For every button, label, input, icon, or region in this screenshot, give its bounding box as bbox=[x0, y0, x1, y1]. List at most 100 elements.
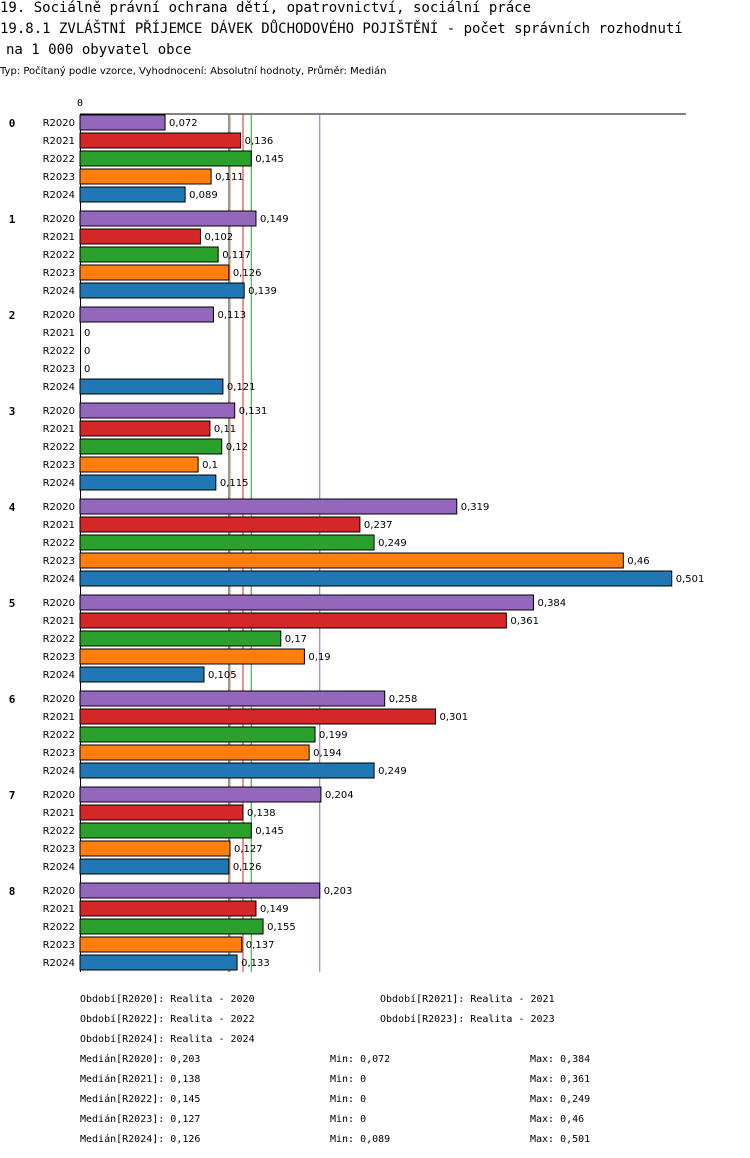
legend-max-r2020: Max: 0,384 bbox=[530, 1054, 591, 1065]
bar-value-label: 0,361 bbox=[510, 616, 539, 627]
series-row-label: R2023 bbox=[43, 364, 75, 375]
legend-period-r2022: Období[R2022]: Realita - 2022 bbox=[80, 1014, 255, 1025]
bar-r2021 bbox=[79, 612, 507, 629]
bar-r2024 bbox=[79, 186, 186, 203]
series-row-label: R2022 bbox=[43, 634, 75, 645]
series-row-label: R2024 bbox=[43, 766, 75, 777]
bar-r2022 bbox=[79, 726, 316, 743]
series-row-label: R2024 bbox=[43, 574, 75, 585]
category-label: 8 bbox=[9, 885, 16, 898]
bar-r2022 bbox=[79, 438, 223, 455]
bar-r2022 bbox=[79, 246, 219, 263]
bar-value-label: 0,126 bbox=[233, 268, 262, 279]
legend-min-r2021: Min: 0 bbox=[330, 1074, 367, 1085]
category-label: 0 bbox=[9, 117, 16, 130]
series-row-label: R2023 bbox=[43, 172, 75, 183]
bar-r2022 bbox=[79, 534, 375, 551]
series-row-label: R2023 bbox=[43, 748, 75, 759]
bar-r2023 bbox=[79, 552, 624, 569]
bar-r2024 bbox=[79, 954, 238, 971]
category-label: 2 bbox=[9, 309, 16, 322]
bar-value-label: 0,155 bbox=[267, 922, 296, 933]
series-row-label: R2020 bbox=[43, 694, 75, 705]
bar-r2024 bbox=[79, 858, 230, 875]
bar-value-label: 0,237 bbox=[364, 520, 393, 531]
bar-value-label: 0,17 bbox=[285, 634, 307, 645]
chart-title-line1: 19. Sociálně právní ochrana dětí, opatro… bbox=[0, 0, 532, 16]
bar-value-label: 0,117 bbox=[222, 250, 251, 261]
series-row-label: R2021 bbox=[43, 424, 75, 435]
bar-value-label: 0 bbox=[84, 328, 90, 339]
series-row-label: R2024 bbox=[43, 670, 75, 681]
bar-r2020 bbox=[79, 594, 535, 611]
bar-r2020 bbox=[79, 402, 236, 419]
bar-value-label: 0,149 bbox=[260, 904, 289, 915]
bar-r2022 bbox=[79, 918, 264, 935]
legend-min-r2024: Min: 0,089 bbox=[330, 1134, 391, 1145]
bar-value-label: 0,126 bbox=[233, 862, 262, 873]
bar-value-label: 0,19 bbox=[308, 652, 330, 663]
bar-value-label: 0,127 bbox=[234, 844, 263, 855]
legend-median-r2021: Medián[R2021]: 0,138 bbox=[80, 1074, 201, 1085]
bar-value-label: 0,138 bbox=[247, 808, 276, 819]
category-label: 5 bbox=[9, 597, 16, 610]
chart-title-line3: na 1 000 obyvatel obce bbox=[6, 42, 192, 58]
category-label: 1 bbox=[9, 213, 16, 226]
bar-r2020 bbox=[79, 306, 214, 323]
legend-period-r2021: Období[R2021]: Realita - 2021 bbox=[380, 994, 555, 1005]
series-row-label: R2021 bbox=[43, 808, 75, 819]
bar-r2020 bbox=[79, 114, 166, 131]
legend-max-r2021: Max: 0,361 bbox=[530, 1074, 591, 1085]
series-row-label: R2021 bbox=[43, 520, 75, 531]
series-row-label: R2024 bbox=[43, 190, 75, 201]
bar-r2022 bbox=[79, 150, 252, 167]
series-row-label: R2024 bbox=[43, 478, 75, 489]
legend-period-r2024: Období[R2024]: Realita - 2024 bbox=[80, 1034, 255, 1045]
bar-value-label: 0,249 bbox=[378, 538, 407, 549]
bar-value-label: 0,137 bbox=[246, 940, 275, 951]
legend-min-r2022: Min: 0 bbox=[330, 1094, 367, 1105]
bar-value-label: 0,089 bbox=[189, 190, 218, 201]
category-label: 3 bbox=[9, 405, 16, 418]
bar-r2024 bbox=[79, 666, 205, 683]
bar-r2023 bbox=[79, 648, 305, 665]
bar-r2022 bbox=[79, 822, 252, 839]
bar-value-label: 0,258 bbox=[389, 694, 418, 705]
legend-median-r2024: Medián[R2024]: 0,126 bbox=[80, 1134, 201, 1145]
bar-r2023 bbox=[79, 168, 212, 185]
bar-value-label: 0,204 bbox=[325, 790, 354, 801]
series-row-label: R2021 bbox=[43, 232, 75, 243]
series-row-label: R2020 bbox=[43, 790, 75, 801]
bar-value-label: 0,136 bbox=[245, 136, 274, 147]
bar-value-label: 0,199 bbox=[319, 730, 348, 741]
series-row-label: R2023 bbox=[43, 940, 75, 951]
bar-r2024 bbox=[79, 762, 375, 779]
bar-r2021 bbox=[79, 900, 257, 917]
bar-value-label: 0,102 bbox=[204, 232, 233, 243]
legend-max-r2022: Max: 0,249 bbox=[530, 1094, 591, 1105]
bar-value-label: 0,139 bbox=[248, 286, 277, 297]
legend-max-r2023: Max: 0,46 bbox=[530, 1114, 585, 1125]
bar-value-label: 0,105 bbox=[208, 670, 237, 681]
series-row-label: R2021 bbox=[43, 712, 75, 723]
series-row-label: R2024 bbox=[43, 382, 75, 393]
bar-value-label: 0,319 bbox=[461, 502, 490, 513]
series-row-label: R2023 bbox=[43, 460, 75, 471]
bar-value-label: 0,133 bbox=[241, 958, 270, 969]
series-row-label: R2020 bbox=[43, 310, 75, 321]
bar-r2021 bbox=[79, 420, 211, 437]
bar-r2021 bbox=[79, 708, 437, 725]
legend-median-r2020: Medián[R2020]: 0,203 bbox=[80, 1054, 201, 1065]
legend-min-r2023: Min: 0 bbox=[330, 1114, 367, 1125]
series-row-label: R2023 bbox=[43, 556, 75, 567]
bar-r2023 bbox=[79, 744, 310, 761]
bar-value-label: 0,12 bbox=[226, 442, 248, 453]
legend-median-r2023: Medián[R2023]: 0,127 bbox=[80, 1114, 201, 1125]
legend-period-r2020: Období[R2020]: Realita - 2020 bbox=[80, 994, 255, 1005]
bar-value-label: 0,11 bbox=[214, 424, 236, 435]
series-row-label: R2020 bbox=[43, 886, 75, 897]
bar-r2024 bbox=[79, 474, 217, 491]
bar-r2024 bbox=[79, 282, 245, 299]
bar-r2023 bbox=[79, 936, 243, 953]
